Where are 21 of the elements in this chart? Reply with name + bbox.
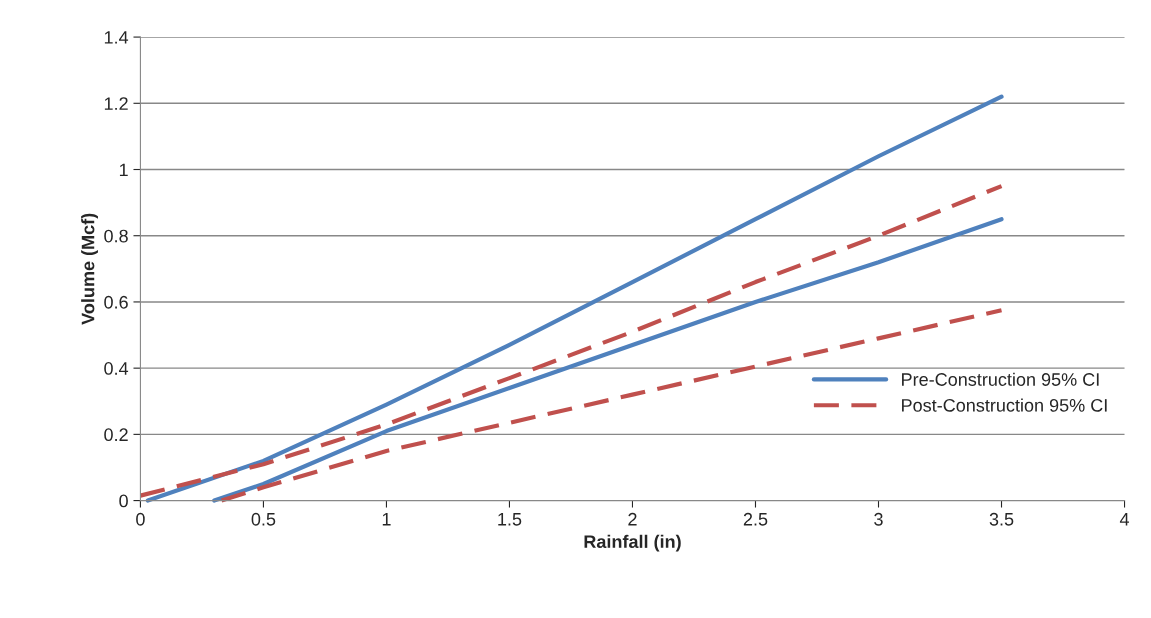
x-tick-label: 2 xyxy=(628,512,637,526)
legend-label: Post-Construction 95% CI xyxy=(902,398,1107,412)
y-tick-label: 1.2 xyxy=(104,97,128,110)
x-tick-label: 4 xyxy=(1119,513,1130,526)
y-axis-title: Volume (Mcf) xyxy=(81,213,98,325)
y-tick-label: 0.4 xyxy=(104,362,129,375)
y-tick-label: 0.6 xyxy=(104,295,128,309)
x-tick-label: 3 xyxy=(874,512,883,526)
legend-label: Pre-Construction 95% CI xyxy=(902,372,1099,386)
x-tick-label: 1 xyxy=(382,513,391,526)
y-tick-label: 1.4 xyxy=(104,31,129,44)
x-tick-label: 2.5 xyxy=(743,512,768,526)
x-tick-label: 3.5 xyxy=(989,512,1014,526)
x-tick-label: 0.5 xyxy=(251,512,276,526)
x-axis-title: Rainfall (in) xyxy=(584,534,681,552)
x-tick-label: 1.5 xyxy=(498,513,522,526)
y-tick-label: 1 xyxy=(119,163,128,177)
y-tick-label: 0.2 xyxy=(104,428,128,442)
x-tick-label: 0 xyxy=(136,512,145,526)
y-tick-label: 0 xyxy=(119,494,128,508)
y-tick-label: 0.8 xyxy=(104,229,128,243)
